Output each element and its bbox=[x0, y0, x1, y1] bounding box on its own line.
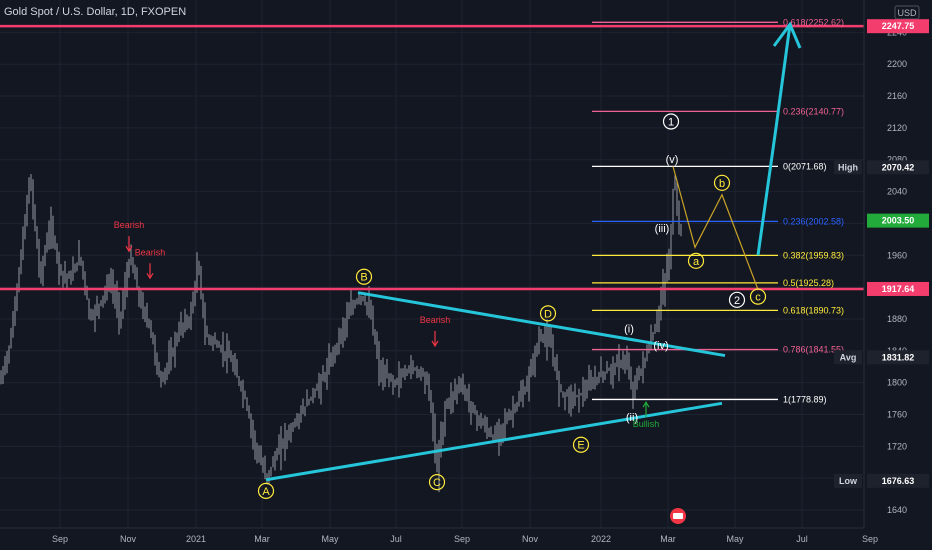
price-tag-label: 2247.75 bbox=[882, 21, 915, 31]
wave-label: (v) bbox=[666, 154, 679, 166]
price-tag-label: 1831.82 bbox=[882, 352, 915, 362]
wave-label-circle bbox=[713, 174, 731, 191]
price-axis-tick: 1640 bbox=[887, 505, 907, 515]
projection-arrow bbox=[756, 24, 792, 256]
wave-label-circle bbox=[428, 474, 446, 491]
wave-label-circle bbox=[687, 252, 705, 269]
projection-arrow-head bbox=[772, 21, 802, 49]
time-axis-tick: 2021 bbox=[186, 534, 206, 544]
wave-label: 2 bbox=[734, 295, 740, 307]
price-tag-label: 2003.50 bbox=[882, 216, 915, 226]
time-axis-tick: Nov bbox=[522, 534, 539, 544]
wave-label: 1 bbox=[668, 117, 674, 129]
wave-label-circle bbox=[257, 482, 275, 499]
wave-label: (i) bbox=[624, 323, 634, 335]
time-axis-tick: Sep bbox=[52, 534, 68, 544]
fib-level-label: 0.382(1959.83) bbox=[783, 250, 844, 260]
price-tag bbox=[867, 473, 929, 488]
wave-label-circle bbox=[355, 268, 373, 285]
signal-label: Bullish bbox=[633, 419, 660, 429]
price-axis-tick: 2040 bbox=[887, 187, 907, 197]
wave-label: D bbox=[544, 308, 552, 320]
wave-label: B bbox=[360, 272, 367, 284]
signal-label: Bearish bbox=[114, 220, 145, 230]
price-axis-tick: 1800 bbox=[887, 378, 907, 388]
fib-level-label: 0.236(2140.77) bbox=[783, 106, 844, 116]
wave-label: C bbox=[433, 477, 441, 489]
price-tag-side-label: Low bbox=[839, 476, 858, 486]
time-axis-tick: May bbox=[726, 534, 744, 544]
price-tag bbox=[867, 213, 929, 228]
price-tag-side bbox=[834, 350, 862, 365]
wave-label: a bbox=[693, 256, 700, 268]
price-axis-tick: 1880 bbox=[887, 314, 907, 324]
price-tag-side-label: High bbox=[838, 162, 858, 172]
fib-level-label: 1(1778.89) bbox=[783, 394, 827, 404]
wave-label: (ii) bbox=[626, 412, 638, 424]
fib-level-label: 0.786(1841.55) bbox=[783, 345, 844, 355]
wave-label-circle bbox=[539, 305, 557, 322]
price-tag bbox=[867, 350, 929, 365]
price-tag-side-label: Avg bbox=[840, 352, 857, 362]
signal-label: Bearish bbox=[420, 315, 451, 325]
wave-label: (iii) bbox=[655, 223, 670, 235]
wave-label: A bbox=[262, 486, 270, 498]
fib-level-label: 0(2071.68) bbox=[783, 161, 827, 171]
trendline-upper bbox=[357, 291, 726, 358]
time-axis-tick: Jul bbox=[796, 534, 808, 544]
fib-level-label: 0.236(2002.58) bbox=[783, 216, 844, 226]
time-axis-tick: Mar bbox=[254, 534, 270, 544]
signal-arrow-head bbox=[642, 401, 650, 408]
time-axis-tick: Mar bbox=[660, 534, 676, 544]
signal-label: Bearish bbox=[135, 247, 166, 257]
price-axis-tick: 2080 bbox=[887, 155, 907, 165]
price-tag bbox=[867, 19, 929, 34]
signal-arrow-head bbox=[431, 340, 439, 348]
price-tag-label: 2070.42 bbox=[882, 162, 915, 172]
wave-label-circle bbox=[572, 436, 590, 453]
abc-path bbox=[672, 166, 759, 290]
price-axis-tick: 1760 bbox=[887, 409, 907, 419]
time-axis-tick: Sep bbox=[454, 534, 470, 544]
price-tag-label: 1676.63 bbox=[882, 476, 915, 486]
signal-arrow-head bbox=[125, 245, 133, 253]
price-axis-tick: 2200 bbox=[887, 59, 907, 69]
time-axis-tick: Nov bbox=[120, 534, 137, 544]
chart-title: Gold Spot / U.S. Dollar, 1D, FXOPEN bbox=[4, 6, 187, 18]
wave-label: c bbox=[755, 292, 761, 304]
wave-label: (iv) bbox=[653, 340, 668, 352]
price-axis-tick: 1720 bbox=[887, 441, 907, 451]
signal-arrow-head bbox=[146, 272, 154, 280]
currency-label: USD bbox=[897, 8, 917, 18]
time-axis-tick: May bbox=[321, 534, 339, 544]
price-axis-tick: 1960 bbox=[887, 250, 907, 260]
wave-label-circle bbox=[749, 288, 767, 305]
price-axis bbox=[864, 0, 932, 550]
wave-label-circle bbox=[662, 113, 680, 130]
price-tag-side bbox=[834, 160, 862, 175]
fib-level-label: 0.618(2252.62) bbox=[783, 17, 844, 27]
events-icon-inner bbox=[673, 513, 683, 519]
price-tag bbox=[867, 160, 929, 175]
price-tag-label: 1917.64 bbox=[882, 284, 915, 294]
time-axis-tick: Sep bbox=[862, 534, 878, 544]
time-axis-tick: Jul bbox=[390, 534, 402, 544]
price-tag bbox=[867, 281, 929, 296]
wave-label-circle bbox=[728, 291, 746, 308]
currency-box bbox=[894, 5, 920, 20]
wave-label: b bbox=[719, 178, 725, 190]
price-axis-tick: 2120 bbox=[887, 123, 907, 133]
price-axis-tick: 2160 bbox=[887, 91, 907, 101]
price-tag-side bbox=[834, 473, 862, 488]
fib-level-label: 0.618(1890.73) bbox=[783, 305, 844, 315]
wave-label: E bbox=[577, 440, 584, 452]
fib-level-label: 0.5(1925.28) bbox=[783, 278, 834, 288]
time-axis-tick: 2022 bbox=[591, 534, 611, 544]
